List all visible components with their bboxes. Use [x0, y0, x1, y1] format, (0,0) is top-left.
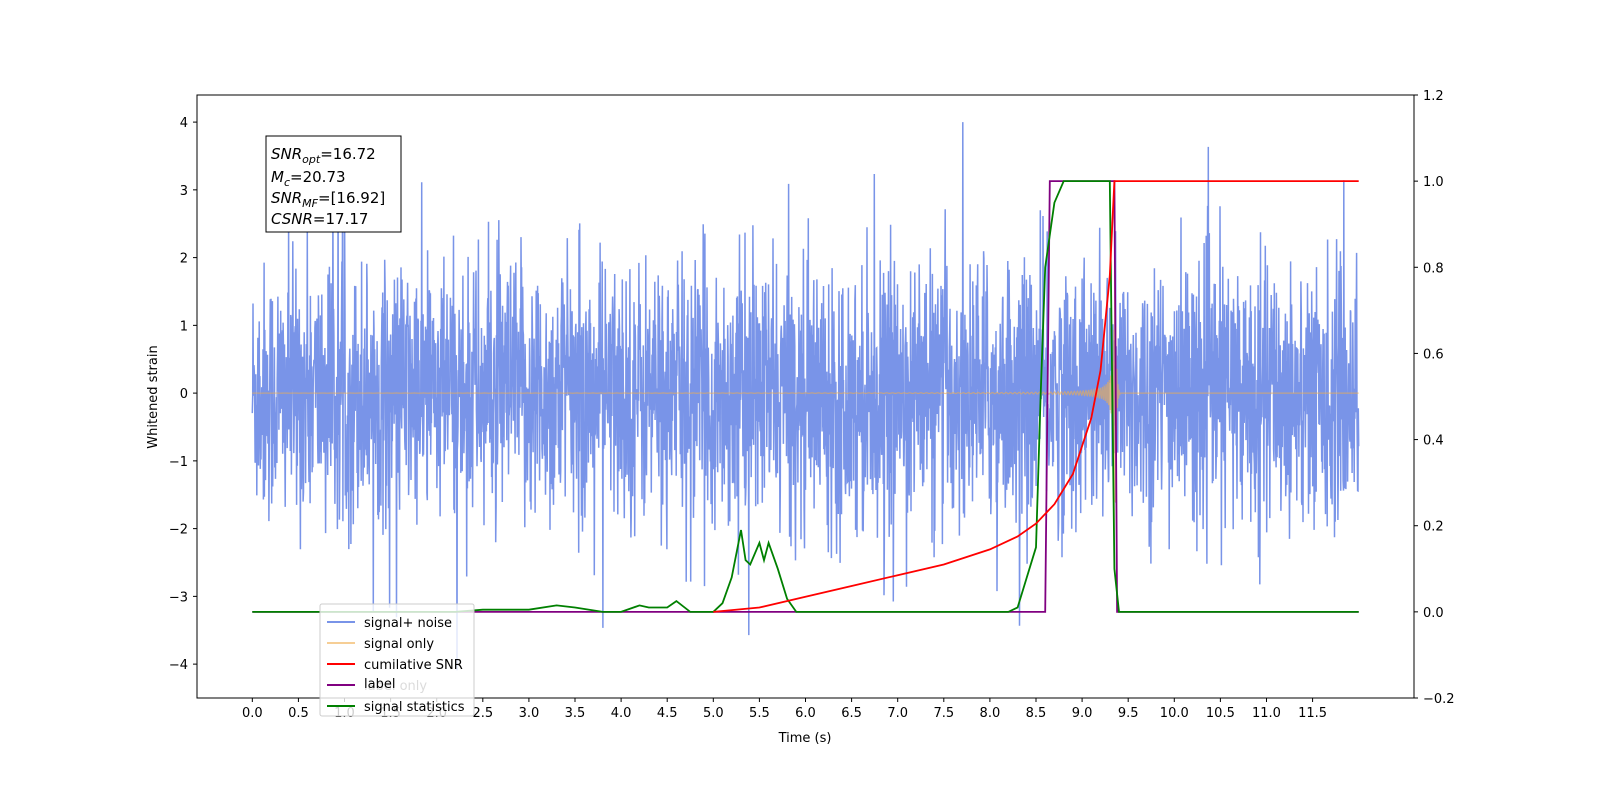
y-tick-label: 4: [180, 116, 188, 131]
series-signal-noise: [251, 122, 1360, 671]
x-tick-label: 8.5: [1026, 706, 1047, 721]
y2-tick-label: −0.2: [1423, 692, 1455, 707]
y-tick-label: 2: [180, 252, 188, 267]
legend-label-cumulative-snr: cumilative SNR: [364, 658, 463, 673]
x-tick-label: 4.0: [611, 706, 632, 721]
snr-mf-value: =[16.92]: [318, 189, 385, 207]
series-cumulative-snr: [713, 180, 1359, 613]
y-tick-label: −2: [169, 523, 188, 538]
y2-tick-label: 1.0: [1423, 175, 1444, 190]
x-tick-label: 4.5: [657, 706, 678, 721]
series-layer: [251, 122, 1360, 671]
x-tick-label: 11.0: [1252, 706, 1281, 721]
y2-tick-label: 0.8: [1423, 261, 1444, 276]
snr-opt-base: SNR: [271, 145, 302, 163]
y-tick-label: 1: [180, 319, 188, 334]
y2-axis-ticks: −0.2 0.0 0.2 0.4 0.6 0.8 1.0 1.2: [1414, 89, 1455, 707]
y-tick-label: −1: [169, 455, 188, 470]
x-axis-label: Time (s): [778, 731, 832, 746]
series-signal-only: [252, 213, 1359, 542]
x-tick-label: 3.5: [565, 706, 586, 721]
y2-tick-label: 0.0: [1423, 606, 1444, 621]
y-tick-label: −4: [169, 658, 188, 673]
x-tick-label: 6.5: [841, 706, 862, 721]
snr-mf-base: SNR: [271, 189, 302, 207]
x-tick-label: 10.0: [1160, 706, 1189, 721]
x-tick-label: 0.5: [288, 706, 309, 721]
snr-opt-sub: opt: [302, 153, 321, 166]
y-tick-label: −3: [169, 590, 188, 605]
svg-text:SNRopt=16.72: SNRopt=16.72: [271, 145, 376, 166]
svg-text:SNRMF=[16.92]: SNRMF=[16.92]: [271, 189, 385, 210]
legend: signal+ noise signal only cumilative SNR…: [319, 603, 475, 717]
svg-text:CSNR=17.17: CSNR=17.17: [271, 210, 368, 228]
x-tick-label: 2.5: [472, 706, 493, 721]
x-tick-label: 10.5: [1206, 706, 1235, 721]
mc-sub: c: [284, 176, 290, 189]
snr-opt-value: =16.72: [320, 145, 376, 163]
x-tick-label: 5.0: [703, 706, 724, 721]
csnr-base: CSNR: [271, 210, 313, 228]
legend-label-label-only: label only: [364, 679, 427, 694]
x-tick-label: 0.0: [242, 706, 263, 721]
x-tick-label: 3.0: [519, 706, 540, 721]
legend-label-signal-statistics: signal statistics: [364, 700, 465, 715]
legend-label-signal-only: signal only: [364, 637, 434, 652]
x-tick-label: 11.5: [1298, 706, 1327, 721]
x-tick-label: 9.0: [1072, 706, 1093, 721]
csnr-value: =17.17: [313, 210, 369, 228]
x-tick-label: 5.5: [749, 706, 770, 721]
y-axis-ticks: −4 −3 −2 −1 0 1 2 3 4: [169, 116, 197, 673]
x-tick-label: 7.0: [887, 706, 908, 721]
x-tick-label: 8.0: [980, 706, 1001, 721]
y2-tick-label: 0.6: [1423, 347, 1444, 362]
x-tick-label: 9.5: [1118, 706, 1139, 721]
y2-tick-label: 1.2: [1423, 89, 1444, 104]
svg-text:Mc=20.73: Mc=20.73: [271, 168, 346, 189]
legend-label-signal-noise: signal+ noise: [364, 616, 452, 631]
y-tick-label: 3: [180, 184, 188, 199]
mc-base: M: [271, 168, 284, 186]
mc-value: =20.73: [290, 168, 346, 186]
snr-mf-sub: MF: [302, 197, 318, 210]
legend-label-label: label: [364, 677, 395, 692]
y2-tick-label: 0.4: [1423, 434, 1444, 449]
series-signal-statistics: [252, 180, 1359, 613]
y2-tick-label: 0.2: [1423, 520, 1444, 535]
x-tick-label: 7.5: [933, 706, 954, 721]
annotation-box: SNRopt=16.72 Mc=20.73 SNRMF=[16.92] CSNR…: [265, 135, 402, 233]
y-axis-label: Whitened strain: [146, 345, 161, 448]
x-tick-label: 6.0: [795, 706, 816, 721]
y-tick-label: 0: [180, 387, 188, 402]
